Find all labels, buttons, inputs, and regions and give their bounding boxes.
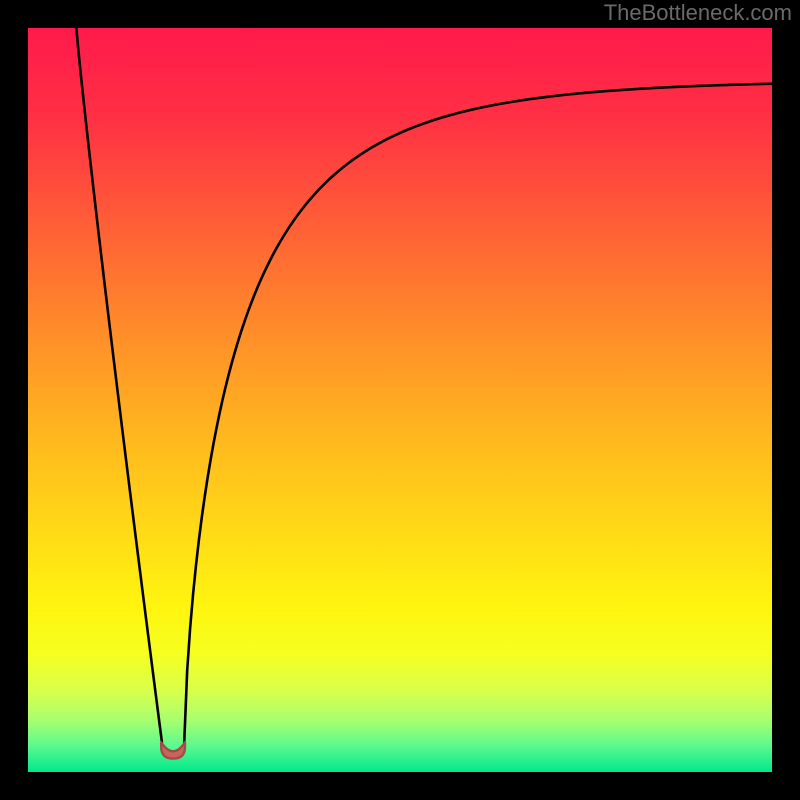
watermark-text: TheBottleneck.com [604, 0, 792, 26]
frame-left [0, 0, 28, 800]
chart-root: TheBottleneck.com [0, 0, 800, 800]
gradient-background [28, 28, 772, 772]
frame-right [772, 0, 800, 800]
bottleneck-plot [28, 28, 772, 772]
frame-bottom [0, 772, 800, 800]
